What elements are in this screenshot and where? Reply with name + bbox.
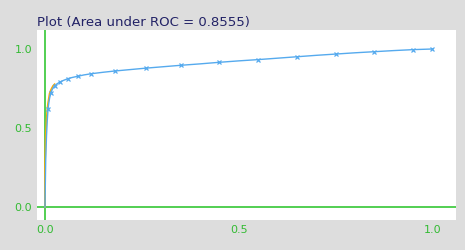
Text: Plot (Area under ROC = 0.8555): Plot (Area under ROC = 0.8555) [37,16,250,29]
